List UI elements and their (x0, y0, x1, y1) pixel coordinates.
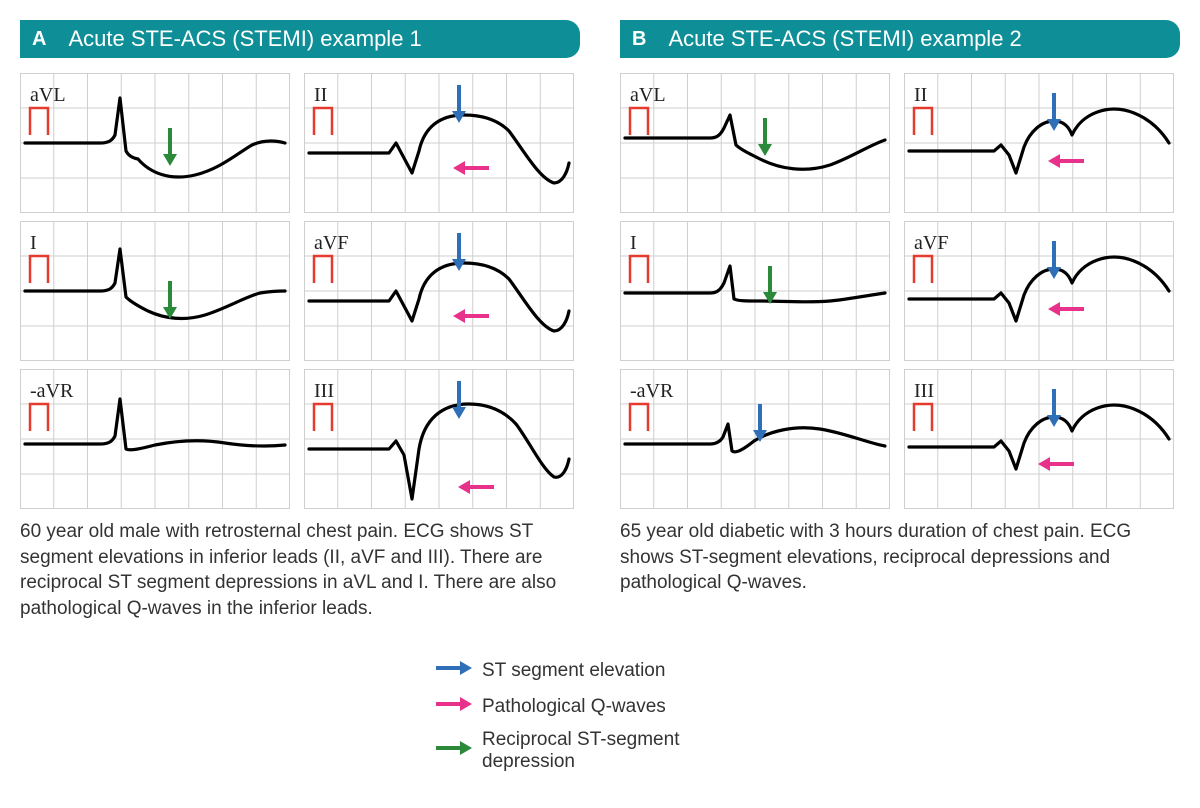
legend-label: Pathological Q-waves (482, 696, 666, 718)
ecg-grid: aVLIIIaVF-aVRIII (20, 73, 580, 509)
legend-row: Reciprocal ST-segment depression (430, 729, 770, 773)
legend-row: ST segment elevation (430, 657, 770, 685)
pink-arrow-icon (430, 693, 472, 721)
ecg-cell-II: II (904, 73, 1180, 213)
svg-text:III: III (314, 380, 334, 402)
ecg-cell-aVL: aVL (620, 73, 896, 213)
blue-arrow-icon (430, 657, 472, 685)
panels-container: AAcute STE-ACS (STEMI) example 1aVLIIIaV… (20, 20, 1180, 622)
svg-text:-aVR: -aVR (30, 380, 74, 402)
ecg-cell-III: III (304, 369, 580, 509)
svg-text:I: I (630, 232, 637, 254)
ecg-cell-aVF: aVF (304, 221, 580, 361)
ecg-cell-aVR: -aVR (620, 369, 896, 509)
svg-text:III: III (914, 380, 934, 402)
panel-caption: 65 year old diabetic with 3 hours durati… (620, 519, 1180, 596)
ecg-grid: aVLIIIaVF-aVRIII (620, 73, 1180, 509)
svg-text:II: II (314, 84, 327, 106)
panel-A: AAcute STE-ACS (STEMI) example 1aVLIIIaV… (20, 20, 580, 622)
svg-text:aVF: aVF (314, 232, 348, 254)
legend: ST segment elevation Pathological Q-waves… (20, 657, 1180, 773)
svg-text:aVL: aVL (630, 84, 666, 106)
panel-badge: A (20, 20, 58, 58)
ecg-cell-III: III (904, 369, 1180, 509)
legend-label: ST segment elevation (482, 660, 665, 682)
svg-text:aVL: aVL (30, 84, 66, 106)
legend-row: Pathological Q-waves (430, 693, 770, 721)
panel-B: BAcute STE-ACS (STEMI) example 2aVLIIIaV… (620, 20, 1180, 622)
panel-title: Acute STE-ACS (STEMI) example 2 (658, 20, 1180, 58)
ecg-cell-aVL: aVL (20, 73, 296, 213)
panel-title: Acute STE-ACS (STEMI) example 1 (58, 20, 580, 58)
green-arrow-icon (430, 737, 472, 765)
ecg-cell-I: I (20, 221, 296, 361)
ecg-cell-II: II (304, 73, 580, 213)
svg-text:II: II (914, 84, 927, 106)
ecg-cell-aVR: -aVR (20, 369, 296, 509)
svg-text:I: I (30, 232, 37, 254)
panel-badge: B (620, 20, 658, 58)
ecg-cell-I: I (620, 221, 896, 361)
ecg-cell-aVF: aVF (904, 221, 1180, 361)
legend-label: Reciprocal ST-segment depression (482, 729, 770, 773)
svg-text:aVF: aVF (914, 232, 948, 254)
panel-caption: 60 year old male with retrosternal chest… (20, 519, 580, 622)
svg-text:-aVR: -aVR (630, 380, 674, 402)
panel-header: AAcute STE-ACS (STEMI) example 1 (20, 20, 580, 58)
panel-header: BAcute STE-ACS (STEMI) example 2 (620, 20, 1180, 58)
